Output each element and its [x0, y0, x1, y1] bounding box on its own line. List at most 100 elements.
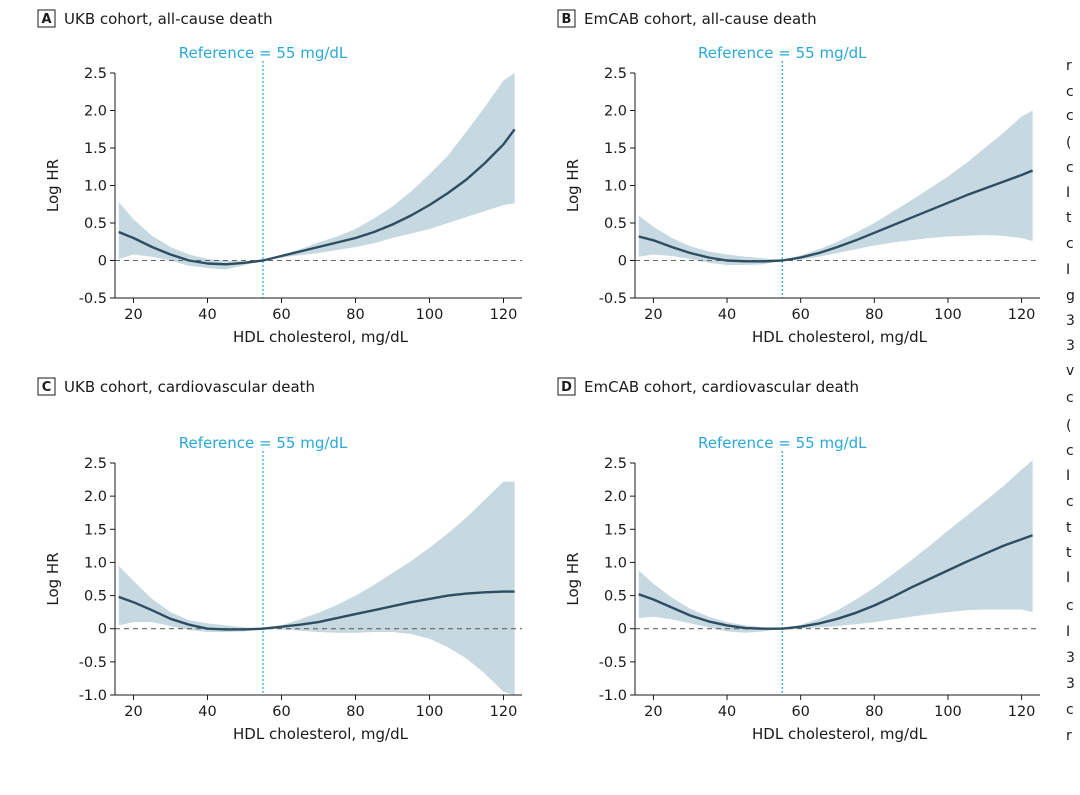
x-tick-label: 100	[416, 704, 444, 720]
side-text-fragment: (	[1066, 135, 1071, 151]
y-tick-label: -0.5	[79, 655, 107, 671]
y-tick-label: 1.5	[84, 522, 107, 538]
panel-c: C UKB cohort, cardiovascular death Referen…	[37, 377, 522, 743]
y-tick-label: -0.5	[599, 291, 627, 307]
y-axis-label: Log HR	[44, 552, 62, 605]
x-tick-label: 80	[865, 704, 883, 720]
x-tick-label: 100	[416, 307, 444, 323]
x-tick-label: 80	[865, 307, 883, 323]
panel-b: B EmCAB cohort, all-cause death Reference …	[557, 9, 1040, 346]
side-text-fragment: I	[1066, 624, 1070, 640]
panel-letter-box	[557, 9, 576, 28]
y-tick-label: 1.5	[604, 522, 627, 538]
panel-letter: D	[561, 380, 572, 395]
y-tick-label: 2.0	[84, 104, 107, 120]
x-tick-label: 60	[272, 704, 290, 720]
y-tick-label: 2.5	[604, 66, 627, 82]
reference-label: Reference = 55 mg/dL	[179, 434, 348, 452]
side-text-fragment: r	[1066, 728, 1072, 744]
x-tick-label: 20	[644, 704, 662, 720]
y-tick-label: 2.0	[604, 104, 627, 120]
panel-letter: C	[42, 380, 52, 395]
x-tick-label: 40	[198, 307, 216, 323]
log-hr-line	[638, 534, 1034, 630]
panel-letter: B	[562, 12, 572, 27]
panel-letter-box	[37, 377, 56, 396]
y-tick-label: 2.0	[604, 489, 627, 505]
x-tick-label: 60	[791, 307, 809, 323]
x-tick-label: 40	[718, 704, 736, 720]
side-text-fragment: c	[1066, 598, 1074, 614]
panel-title: UKB cohort, all-cause death	[64, 10, 273, 28]
side-text-fragment: c	[1066, 236, 1074, 252]
x-tick-label: 40	[718, 307, 736, 323]
y-tick-label: 1.5	[604, 141, 627, 157]
side-text-fragment: c	[1066, 84, 1074, 100]
x-tick-label: 20	[124, 704, 142, 720]
x-tick-label: 60	[791, 704, 809, 720]
x-tick-label: 120	[490, 307, 518, 323]
side-text-fragment: g	[1066, 288, 1075, 304]
x-tick-label: 20	[124, 307, 142, 323]
side-text-fragment: 3	[1066, 313, 1075, 329]
ci-band	[118, 73, 515, 270]
y-axis-label: Log HR	[564, 552, 582, 605]
y-axis-label: Log HR	[44, 159, 62, 212]
x-axis-label: HDL cholesterol, mg/dL	[233, 328, 409, 346]
y-tick-label: 0.5	[84, 216, 107, 232]
side-text-fragment: t	[1066, 545, 1072, 561]
x-axis-label: HDL cholesterol, mg/dL	[752, 328, 928, 346]
side-text-fragment: c	[1066, 494, 1074, 510]
y-tick-label: 0.5	[604, 216, 627, 232]
reference-label: Reference = 55 mg/dL	[179, 44, 348, 62]
panel-a: A UKB cohort, all-cause death Reference = …	[37, 9, 522, 346]
x-tick-label: 120	[490, 704, 518, 720]
side-text-fragment: t	[1066, 520, 1072, 536]
y-tick-label: -0.5	[599, 655, 627, 671]
x-axis-label: HDL cholesterol, mg/dL	[233, 725, 409, 743]
y-tick-label: 1.0	[604, 555, 627, 571]
y-axis-label: Log HR	[564, 159, 582, 212]
panel-title: EmCAB cohort, cardiovascular death	[584, 378, 859, 396]
y-tick-label: 1.0	[604, 179, 627, 195]
reference-label: Reference = 55 mg/dL	[698, 434, 867, 452]
x-tick-label: 120	[1008, 307, 1036, 323]
y-tick-label: 0	[98, 622, 107, 638]
side-text-fragment: r	[1066, 58, 1072, 74]
ci-band	[118, 481, 515, 695]
side-text-fragment: t	[1066, 210, 1072, 226]
panel-title: EmCAB cohort, all-cause death	[584, 10, 817, 28]
side-text-fragment: I	[1066, 185, 1070, 201]
y-tick-label: 1.0	[84, 555, 107, 571]
panel-letter-box	[37, 9, 56, 28]
y-tick-label: 1.0	[84, 179, 107, 195]
log-hr-line	[118, 590, 515, 631]
side-text-fragment: c	[1066, 160, 1074, 176]
side-text-fragment: 3	[1066, 676, 1075, 692]
panel-d: D EmCAB cohort, cardiovascular death Refer…	[557, 377, 1040, 743]
side-text-fragment: c	[1066, 108, 1074, 124]
x-axis-label: HDL cholesterol, mg/dL	[752, 725, 928, 743]
x-tick-label: 60	[272, 307, 290, 323]
ci-band	[638, 110, 1033, 265]
y-tick-label: 0.5	[604, 589, 627, 605]
side-text-fragment: v	[1066, 363, 1074, 379]
y-tick-label: 2.5	[604, 456, 627, 472]
x-tick-label: 40	[198, 704, 216, 720]
side-text-fragment: I	[1066, 570, 1070, 586]
y-tick-label: 0.5	[84, 589, 107, 605]
ci-band	[638, 460, 1033, 633]
side-text-fragment: c	[1066, 702, 1074, 718]
side-text-fragment: c	[1066, 390, 1074, 406]
side-text-fragment: (	[1066, 418, 1071, 434]
panel-letter: A	[41, 12, 51, 27]
y-tick-label: 2.5	[84, 456, 107, 472]
side-text-fragment: 3	[1066, 338, 1075, 354]
y-tick-label: 0	[618, 622, 627, 638]
y-tick-label: 0	[618, 254, 627, 270]
reference-label: Reference = 55 mg/dL	[698, 44, 867, 62]
side-text-fragment: 3	[1066, 650, 1075, 666]
side-text-fragment: c	[1066, 443, 1074, 459]
